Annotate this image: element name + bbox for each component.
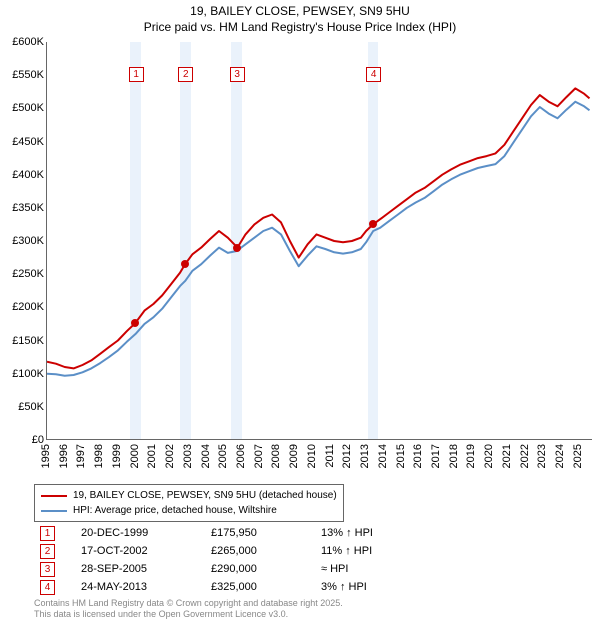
transaction-date: 28-SEP-2005 [81, 563, 211, 575]
y-tick-label: £450K [0, 136, 44, 148]
price-marker [233, 244, 241, 252]
x-tick-label: 1995 [40, 444, 52, 468]
y-tick-label: £350K [0, 202, 44, 214]
x-tick-label: 2018 [448, 444, 460, 468]
annotation-box: 4 [366, 67, 381, 82]
transaction-row: 4 24-MAY-2013£325,0003% ↑ HPI [34, 578, 441, 596]
transaction-price: £175,950 [211, 527, 321, 539]
transaction-index: 4 [40, 580, 55, 595]
x-tick-label: 2010 [306, 444, 318, 468]
x-tick-label: 2001 [146, 444, 158, 468]
series-lines [47, 42, 593, 440]
legend-label: HPI: Average price, detached house, Wilt… [73, 503, 277, 518]
x-tick-label: 2008 [270, 444, 282, 468]
legend-swatch [41, 495, 67, 497]
x-tick-label: 2002 [164, 444, 176, 468]
transaction-index: 2 [40, 544, 55, 559]
legend-item: 19, BAILEY CLOSE, PEWSEY, SN9 5HU (detac… [41, 488, 337, 503]
y-tick-label: £250K [0, 268, 44, 280]
x-tick-label: 2016 [412, 444, 424, 468]
y-tick-label: £550K [0, 69, 44, 81]
transaction-index: 3 [40, 562, 55, 577]
x-tick-label: 2015 [395, 444, 407, 468]
x-tick-label: 2003 [182, 444, 194, 468]
x-tick-label: 2011 [324, 444, 336, 468]
y-tick-label: £600K [0, 36, 44, 48]
transaction-index: 1 [40, 526, 55, 541]
transaction-date: 20-DEC-1999 [81, 527, 211, 539]
x-tick-label: 2007 [253, 444, 265, 468]
x-tick-label: 2025 [572, 444, 584, 468]
legend-swatch [41, 510, 67, 512]
footer: Contains HM Land Registry data © Crown c… [34, 598, 343, 620]
y-tick-label: £400K [0, 169, 44, 181]
annotation-box: 2 [178, 67, 193, 82]
y-tick-label: £50K [0, 401, 44, 413]
legend-label: 19, BAILEY CLOSE, PEWSEY, SN9 5HU (detac… [73, 488, 337, 503]
transaction-price: £290,000 [211, 563, 321, 575]
transaction-price: £325,000 [211, 581, 321, 593]
x-tick-label: 2023 [536, 444, 548, 468]
y-tick-label: £500K [0, 102, 44, 114]
y-tick-label: £300K [0, 235, 44, 247]
y-tick-label: £200K [0, 301, 44, 313]
x-tick-label: 2020 [483, 444, 495, 468]
transaction-diff: 3% ↑ HPI [321, 581, 441, 593]
footer-line-1: Contains HM Land Registry data © Crown c… [34, 598, 343, 609]
x-tick-label: 2009 [288, 444, 300, 468]
title-block: 19, BAILEY CLOSE, PEWSEY, SN9 5HU Price … [0, 0, 600, 37]
y-tick-label: £0 [0, 434, 44, 446]
x-tick-label: 2013 [359, 444, 371, 468]
price-marker [131, 319, 139, 327]
transaction-row: 2 17-OCT-2002£265,00011% ↑ HPI [34, 542, 441, 560]
footer-line-2: This data is licensed under the Open Gov… [34, 609, 343, 620]
x-tick-label: 2006 [235, 444, 247, 468]
x-tick-label: 1998 [93, 444, 105, 468]
x-tick-label: 2017 [430, 444, 442, 468]
transaction-date: 24-MAY-2013 [81, 581, 211, 593]
x-tick-label: 2022 [519, 444, 531, 468]
x-tick-label: 2019 [465, 444, 477, 468]
x-tick-label: 1999 [111, 444, 123, 468]
annotation-box: 1 [129, 67, 144, 82]
title-line-1: 19, BAILEY CLOSE, PEWSEY, SN9 5HU [0, 4, 600, 20]
transaction-date: 17-OCT-2002 [81, 545, 211, 557]
transaction-row: 3 28-SEP-2005£290,000≈ HPI [34, 560, 441, 578]
title-line-2: Price paid vs. HM Land Registry's House … [0, 20, 600, 36]
annotation-box: 3 [230, 67, 245, 82]
chart-root: 19, BAILEY CLOSE, PEWSEY, SN9 5HU Price … [0, 0, 600, 620]
x-tick-label: 2000 [129, 444, 141, 468]
transaction-diff: 11% ↑ HPI [321, 545, 441, 557]
series-hpi [47, 102, 590, 376]
transaction-diff: 13% ↑ HPI [321, 527, 441, 539]
transaction-diff: ≈ HPI [321, 563, 441, 575]
series-price_paid [47, 88, 590, 368]
plot-area: 1 2 3 4 [46, 42, 592, 440]
x-tick-label: 2024 [554, 444, 566, 468]
y-tick-label: £100K [0, 368, 44, 380]
transaction-row: 1 20-DEC-1999£175,95013% ↑ HPI [34, 524, 441, 542]
x-tick-label: 2014 [377, 444, 389, 468]
x-tick-label: 2021 [501, 444, 513, 468]
x-tick-label: 2004 [200, 444, 212, 468]
x-tick-label: 1996 [58, 444, 70, 468]
price-marker [181, 260, 189, 268]
price-marker [369, 220, 377, 228]
transactions-table: 1 20-DEC-1999£175,95013% ↑ HPI 2 17-OCT-200… [34, 524, 441, 596]
x-tick-label: 1997 [75, 444, 87, 468]
x-tick-label: 2005 [217, 444, 229, 468]
transaction-price: £265,000 [211, 545, 321, 557]
legend: 19, BAILEY CLOSE, PEWSEY, SN9 5HU (detac… [34, 484, 344, 522]
legend-item: HPI: Average price, detached house, Wilt… [41, 503, 337, 518]
y-tick-label: £150K [0, 335, 44, 347]
x-tick-label: 2012 [341, 444, 353, 468]
